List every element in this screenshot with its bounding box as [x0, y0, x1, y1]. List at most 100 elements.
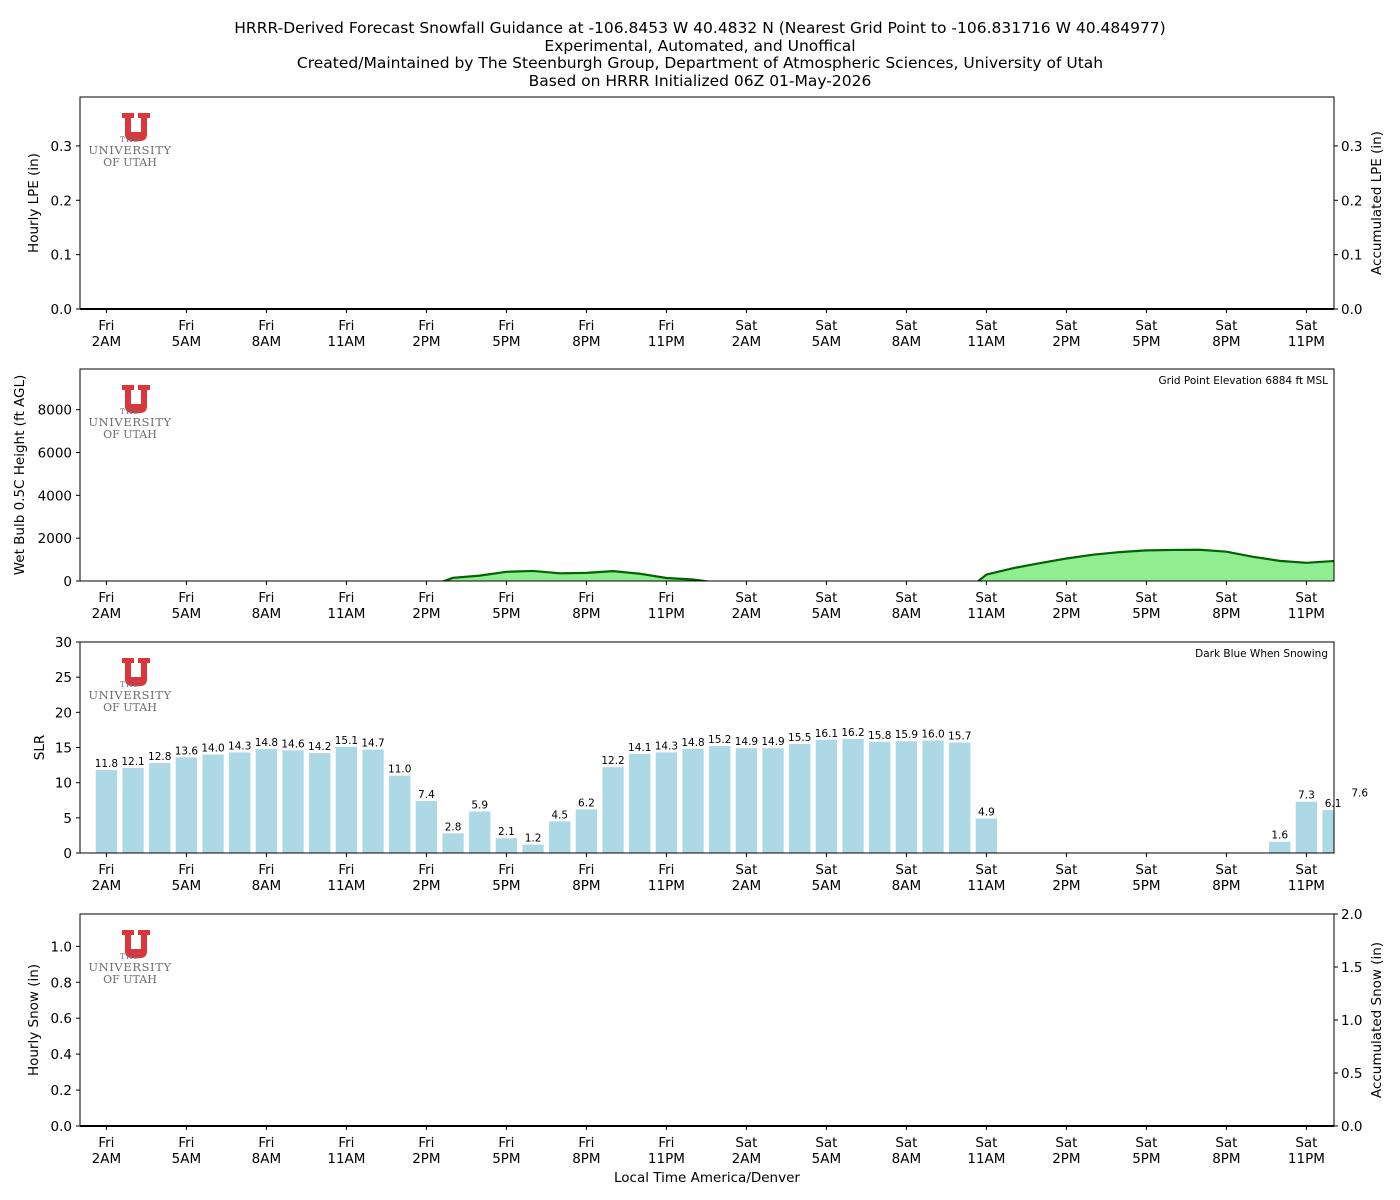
x-tick-label-time: 5PM — [1132, 334, 1160, 350]
y-tick-label: 5 — [63, 811, 72, 827]
y-axis-right: 0.0 0.5 1.0 1.5 2.0 — [1334, 907, 1362, 1135]
slr-bar-label: 13.6 — [175, 745, 199, 757]
slr-bar-label: 7.3 — [1298, 790, 1315, 802]
x-tick-label-time: 2PM — [412, 1151, 440, 1167]
x-tick-label-day: Fri — [178, 862, 194, 878]
y-axis-label: SLR — [32, 735, 48, 760]
wet-bulb-line-end — [1333, 563, 1334, 565]
slr-bar — [1269, 841, 1291, 853]
x-tick-label-day: Sat — [1135, 590, 1157, 606]
x-axis: Fri2AMFri5AMFri8AMFri11AMFri2PMFri5PMFri… — [92, 581, 1325, 622]
x-tick-label-day: Fri — [498, 862, 514, 878]
y-tick-label: 0.2 — [51, 193, 72, 209]
y-axis-left: 0 2000 4000 6000 8000 — [38, 403, 80, 590]
x-tick-label-time: 11PM — [1288, 878, 1325, 894]
grid-elevation-annotation: Grid Point Elevation 6884 ft MSL — [1159, 375, 1329, 387]
slr-bar — [442, 833, 464, 853]
x-tick-label-time: 8PM — [572, 334, 600, 350]
y-tick-label: 15 — [55, 741, 72, 757]
slr-bar-label: 14.3 — [228, 740, 251, 752]
y-axis-left: 0.0 0.2 0.4 0.6 0.8 1.0 — [51, 939, 80, 1135]
x-tick-label-day: Sat — [815, 590, 837, 606]
x-tick-label-time: 11PM — [1288, 1151, 1325, 1167]
x-tick-label-time: 11PM — [1288, 334, 1325, 350]
plot-frame — [79, 913, 1335, 1127]
logo-text-the: THE — [120, 952, 140, 961]
x-tick-label-time: 2PM — [1052, 606, 1080, 622]
y-tick-label: 0.5 — [1341, 1066, 1362, 1082]
x-tick-label-day: Sat — [1295, 862, 1317, 878]
logo-text-university: UNIVERSITY — [88, 415, 171, 429]
slr-bar-label: 4.9 — [978, 807, 995, 819]
slr-bar-label: 15.1 — [335, 735, 358, 747]
slr-bar-labels: 11.8 12.1 12.8 13.6 14.0 14.3 14.8 14.6 14.215.1… — [95, 727, 1369, 845]
x-tick-label-time: 8AM — [892, 334, 921, 350]
slr-bar — [895, 741, 918, 853]
slr-bar — [255, 748, 278, 853]
x-tick-label-day: Fri — [418, 590, 434, 606]
x-tick-label-day: Sat — [735, 862, 757, 878]
x-tick-label-day: Fri — [98, 590, 114, 606]
slr-bar — [735, 748, 758, 853]
y-tick-label: 0.3 — [1341, 139, 1362, 155]
slr-bar-label: 5.9 — [471, 800, 488, 812]
y-axis-left: 0.0 0.1 0.2 0.3 — [51, 139, 80, 318]
y-tick-label: 10 — [55, 776, 72, 792]
y-axis-right: 0.0 0.1 0.2 0.3 — [1334, 139, 1362, 318]
x-tick-label-time: 8PM — [572, 1151, 600, 1167]
slr-bar-label: 1.6 — [1271, 830, 1288, 842]
y-tick-label: 2.0 — [1341, 907, 1362, 923]
y-tick-label: 1.5 — [1341, 960, 1362, 976]
x-tick-label-time: 2AM — [732, 878, 761, 894]
x-tick-label-time: 2AM — [732, 606, 761, 622]
slr-bar-label: 16.1 — [815, 728, 838, 740]
slr-bar-label: 14.6 — [281, 738, 305, 750]
slr-bar-label: 12.8 — [148, 751, 171, 763]
y-tick-label: 0.6 — [51, 1011, 72, 1027]
x-tick-label-day: Fri — [178, 590, 194, 606]
slr-bar-label: 6.2 — [578, 797, 595, 809]
x-tick-label-time: 2PM — [1052, 1151, 1080, 1167]
slr-bar-label: 2.1 — [498, 826, 515, 838]
x-tick-label-time: 11AM — [327, 878, 365, 894]
x-tick-label-time: 2PM — [1052, 878, 1080, 894]
logo-text-university: UNIVERSITY — [88, 688, 171, 702]
x-tick-label-time: 8PM — [572, 606, 600, 622]
y-tick-label: 0.4 — [51, 1047, 72, 1063]
x-tick-label-day: Sat — [1055, 862, 1077, 878]
slr-bar — [922, 740, 944, 853]
x-tick-label-day: Fri — [338, 318, 354, 334]
x-tick-label-day: Fri — [98, 318, 114, 334]
x-axis: Fri2AMFri5AMFri8AMFri11AMFri2PMFri5PMFri… — [92, 309, 1325, 350]
x-tick-label-time: 8AM — [252, 1151, 281, 1167]
x-tick-label-day: Sat — [895, 862, 917, 878]
slr-bar-label: 15.2 — [708, 734, 731, 746]
slr-bar — [362, 749, 384, 853]
x-tick-label-day: Sat — [1055, 318, 1077, 334]
x-tick-label-day: Fri — [578, 1135, 594, 1151]
logo-text-the: THE — [120, 680, 140, 689]
x-tick-label-day: Sat — [1215, 318, 1237, 334]
slr-bar-label: 1.2 — [525, 833, 542, 845]
slr-bar — [122, 767, 144, 853]
x-tick-label-day: Sat — [1215, 1135, 1237, 1151]
x-tick-label-time: 5AM — [812, 1151, 841, 1167]
x-tick-label-day: Fri — [338, 862, 354, 878]
slr-bar — [949, 742, 971, 853]
slr-bar — [575, 809, 598, 853]
slr-bar — [202, 754, 224, 853]
x-tick-label-time: 8AM — [892, 606, 921, 622]
y-axis-label-right: Accumulated LPE (in) — [1369, 131, 1385, 275]
wet-bulb-area — [106, 549, 1334, 581]
y-axis-label: Hourly Snow (in) — [26, 964, 42, 1076]
slr-bar-label: 14.8 — [255, 737, 278, 749]
slr-bar-label: 15.8 — [868, 730, 891, 742]
x-tick-label-day: Sat — [1295, 1135, 1317, 1151]
y-tick-label: 4000 — [38, 488, 72, 504]
y-tick-label: 0.0 — [1341, 302, 1362, 318]
x-tick-label-time: 2PM — [412, 606, 440, 622]
logo-text-the: THE — [120, 135, 140, 144]
x-tick-label-time: 8PM — [1212, 1151, 1240, 1167]
slr-bar — [762, 748, 784, 853]
